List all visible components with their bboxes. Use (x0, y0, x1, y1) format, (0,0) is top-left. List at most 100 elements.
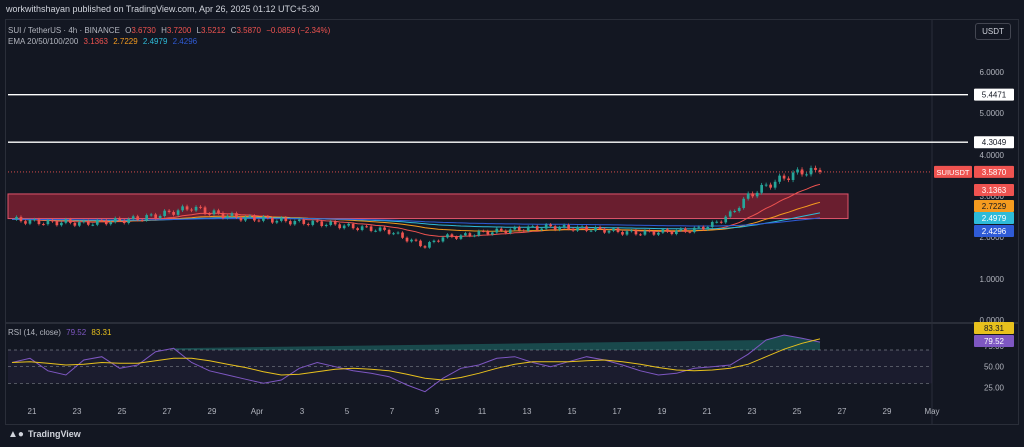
candle (666, 229, 669, 232)
candle (441, 237, 445, 242)
rsi-tag: 79.52 (984, 337, 1005, 346)
candle (19, 216, 23, 222)
candle (692, 227, 696, 233)
candle (504, 230, 508, 234)
candle (778, 175, 781, 182)
rsi-tick-label: 50.00 (984, 363, 1005, 372)
candle (387, 229, 391, 234)
candle (701, 226, 705, 230)
price-tick-label: 6.0000 (980, 68, 1005, 77)
candle (347, 223, 351, 226)
candle (428, 242, 431, 248)
candle (800, 169, 804, 175)
candle (679, 228, 683, 231)
x-tick-label: 7 (390, 407, 395, 416)
high-label: H (161, 26, 167, 35)
tradingview-logo[interactable]: ▲● TradingView (8, 429, 81, 440)
published-banner: workwithshayan published on TradingView.… (0, 0, 1024, 18)
candle (131, 216, 135, 219)
candle (746, 193, 750, 199)
open-label: O (125, 26, 132, 35)
x-tick-label: 27 (838, 407, 847, 416)
ema-tag: 3.1363 (982, 186, 1007, 195)
x-tick-label: 29 (208, 407, 217, 416)
candle (100, 220, 104, 222)
candle (181, 206, 184, 211)
candle (158, 215, 162, 219)
candle (194, 206, 198, 211)
candle (46, 220, 50, 225)
candle (751, 193, 755, 197)
candle (176, 210, 180, 215)
candle (320, 221, 324, 226)
candle (293, 220, 297, 225)
candle (69, 219, 72, 223)
candle (163, 210, 166, 216)
candle (127, 218, 131, 224)
candle (697, 226, 701, 228)
price-tick-label: 1.0000 (980, 275, 1005, 284)
candle (481, 230, 485, 232)
candle (369, 226, 373, 231)
candle (42, 224, 45, 226)
currency-button[interactable]: USDT (975, 23, 1011, 40)
candle (724, 216, 728, 223)
x-tick-label: Apr (251, 407, 264, 416)
candle (710, 221, 714, 227)
candle (208, 213, 211, 215)
candle (37, 219, 41, 225)
candle (490, 232, 494, 235)
candle (275, 220, 279, 223)
candle (33, 219, 36, 221)
change-value: −0.0859 (−2.34%) (266, 26, 331, 35)
rsi-ma-value: 83.31 (91, 328, 112, 337)
candle (544, 224, 548, 229)
zone-layer (7, 193, 849, 220)
level-label: 4.3049 (982, 138, 1007, 147)
candle (639, 234, 642, 236)
candle (486, 231, 490, 235)
candle (558, 227, 561, 230)
x-tick-label: 29 (883, 407, 892, 416)
candle (140, 219, 144, 221)
candle (351, 223, 355, 229)
candle (657, 232, 660, 235)
rsi-ma-line (11, 338, 821, 381)
candle (513, 227, 517, 230)
candle (342, 225, 346, 229)
last-price-label-bg (974, 165, 1014, 178)
candle (760, 184, 763, 193)
candle (450, 234, 454, 237)
candle (104, 220, 108, 225)
candle (199, 206, 202, 208)
candle (773, 181, 777, 188)
rsi-tag-bg (974, 322, 1014, 334)
candle (414, 239, 418, 241)
ema-legend: EMA 20/50/100/200 3.1363 2.7229 2.4979 2… (8, 37, 200, 46)
x-tick-label: 23 (748, 407, 757, 416)
candle (360, 226, 364, 230)
tradingview-logo-icon: ▲● (8, 429, 24, 440)
ema-label: EMA 20/50/100/200 (8, 37, 79, 46)
x-tick-label: 25 (118, 407, 127, 416)
candle (311, 220, 315, 225)
candle (737, 207, 741, 212)
candle (172, 212, 175, 215)
candle (818, 169, 822, 172)
candle (535, 226, 539, 230)
candle (553, 226, 557, 230)
candle (477, 230, 481, 236)
candle (585, 226, 588, 231)
ema50-value: 2.7229 (113, 37, 138, 46)
candle (733, 211, 737, 213)
candle (235, 213, 238, 218)
candle (306, 223, 310, 225)
x-tick-label: 21 (703, 407, 712, 416)
grid-layer (6, 20, 1018, 424)
x-tick-label: 19 (658, 407, 667, 416)
candle (118, 218, 122, 221)
price-tick-label: 3.0000 (980, 192, 1005, 201)
level-label-bg (974, 136, 1014, 149)
candle (540, 228, 544, 230)
